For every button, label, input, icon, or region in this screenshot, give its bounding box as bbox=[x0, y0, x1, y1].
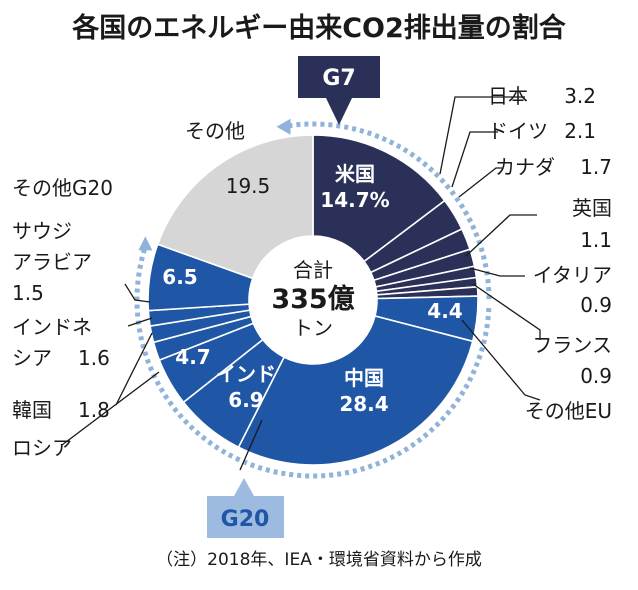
slice-12-value-label: 1.6 bbox=[78, 346, 110, 370]
donut-hole bbox=[249, 236, 377, 364]
slice-9-name-label: インド bbox=[216, 362, 276, 386]
slice-6-value-label: 0.9 bbox=[580, 364, 612, 388]
center-label-unit: トン bbox=[293, 316, 333, 340]
slice-15-name-label: その他 bbox=[185, 119, 245, 143]
slice-1-leader-line bbox=[439, 96, 525, 175]
chart-title: 各国のエネルギー由来CO2排出量の割合 bbox=[71, 12, 566, 44]
source-note: （注）2018年、IEA・環境省資料から作成 bbox=[156, 550, 482, 570]
group-badges: G7 G20 bbox=[207, 56, 380, 538]
slice-11-leader-line bbox=[115, 332, 153, 406]
g20-ring-arc bbox=[134, 245, 492, 479]
slice-14-name-label: その他G20 bbox=[12, 176, 113, 200]
slice-11-value-label: 1.8 bbox=[78, 398, 110, 422]
slice-2-name-label: ドイツ bbox=[488, 119, 548, 143]
slice-4-name-label: 英国 bbox=[572, 196, 612, 220]
slice-9-value-label: 6.9 bbox=[228, 388, 263, 412]
slice-12-leader-line bbox=[127, 317, 153, 327]
slice-12-name-label-line1: インドネ bbox=[12, 315, 92, 339]
center-label-amount: 335億 bbox=[271, 284, 354, 315]
slice-0-name-label: 米国 bbox=[335, 162, 375, 186]
slice-6-name-label: フランス bbox=[532, 333, 612, 357]
slice-8-value-label: 28.4 bbox=[339, 392, 388, 416]
center-label-total: 合計 bbox=[293, 258, 333, 282]
slice-1-value-label: 3.2 bbox=[564, 84, 596, 108]
g20-badge-label: G20 bbox=[221, 507, 270, 532]
slice-7-value-label: 4.4 bbox=[427, 299, 462, 323]
slice-3-value-label: 1.7 bbox=[580, 155, 612, 179]
slice-15-value-label: 19.5 bbox=[226, 174, 271, 198]
g7-ring-arc bbox=[288, 121, 492, 303]
slice-5-leader-line bbox=[469, 267, 525, 277]
slice-3-leader-line bbox=[458, 167, 502, 198]
slice-4-leader-line bbox=[465, 214, 537, 257]
slice-6-leader-line bbox=[472, 283, 541, 340]
slice-4-value-label: 1.1 bbox=[580, 228, 612, 252]
slice-8-name-label: 中国 bbox=[344, 366, 384, 390]
slice-13-name-label-line2: アラビア bbox=[12, 250, 92, 274]
slice-2-leader-line bbox=[451, 131, 498, 188]
slice-13-value-label: 1.5 bbox=[12, 281, 44, 305]
slice-1-name-label: 日本 bbox=[488, 84, 528, 108]
slice-7-leader-line bbox=[461, 319, 541, 401]
slice-7-name-label: その他EU bbox=[525, 399, 612, 423]
slice-10-leader-line bbox=[61, 371, 160, 446]
slice-9-leader-line bbox=[239, 419, 263, 471]
slice-3-name-label: カナダ bbox=[495, 155, 555, 179]
g20-badge bbox=[207, 478, 284, 538]
slice-0-value-label: 14.7% bbox=[320, 188, 389, 212]
leader-lines bbox=[61, 96, 541, 471]
slice-13-leader-line bbox=[124, 283, 151, 303]
slice-2-value-label: 2.1 bbox=[564, 119, 596, 143]
g7-badge-label: G7 bbox=[322, 66, 355, 91]
g20-ring-arrowhead bbox=[138, 236, 153, 251]
slice-13-name-label-line1: サウジ bbox=[12, 219, 72, 243]
slice-10-name-label: ロシア bbox=[12, 436, 72, 460]
slice-5-name-label: イタリア bbox=[533, 263, 612, 287]
group-ring-arrows bbox=[134, 118, 492, 479]
slice-11-name-label: 韓国 bbox=[12, 398, 52, 422]
slice-12-name-label-line2: シア bbox=[12, 346, 52, 370]
slice-14-value-label: 6.5 bbox=[162, 265, 197, 289]
slice-10-value-label: 4.7 bbox=[175, 345, 210, 369]
slice-0-g7 bbox=[312, 134, 446, 263]
g7-ring-arrowhead bbox=[276, 118, 291, 135]
slice-5-value-label: 0.9 bbox=[580, 293, 612, 317]
g7-badge bbox=[298, 56, 380, 125]
